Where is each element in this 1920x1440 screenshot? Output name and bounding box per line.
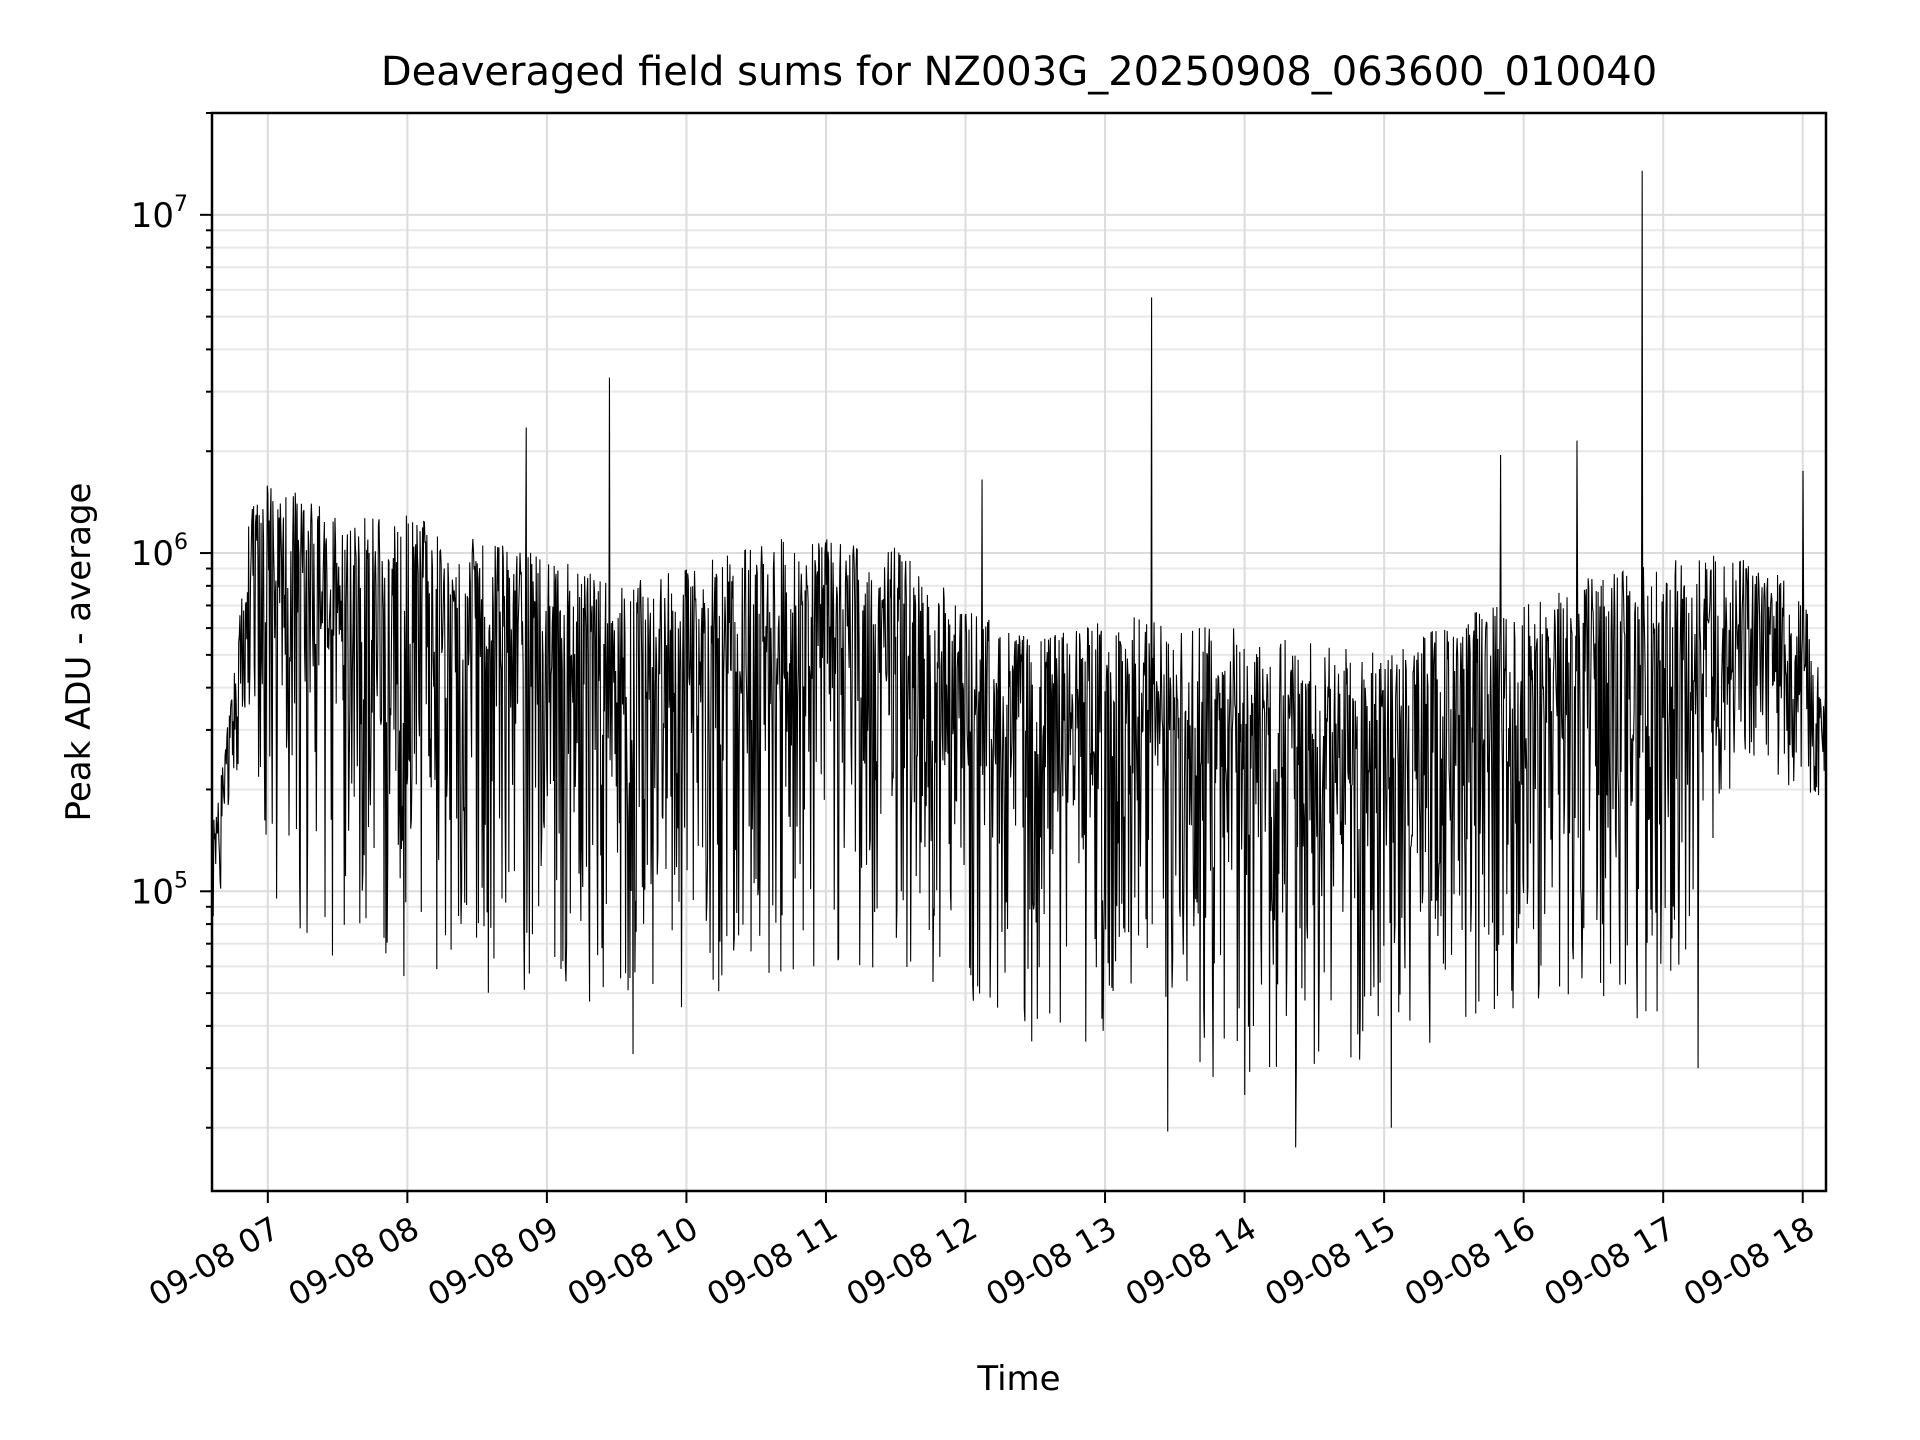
- x-tick-label: 09-08 08: [282, 1209, 426, 1314]
- x-tick-label: 09-08 11: [700, 1209, 844, 1314]
- y-tick-label: 107: [131, 192, 188, 236]
- x-tick-label: 09-08 14: [1119, 1209, 1263, 1314]
- x-tick-label: 09-08 07: [142, 1209, 286, 1314]
- x-tick-label: 09-08 17: [1538, 1209, 1682, 1314]
- chart-title: Deaveraged field sums for NZ003G_2025090…: [381, 49, 1657, 95]
- plot-frame: [210, 111, 1828, 1193]
- y-tick-label: 106: [131, 530, 188, 574]
- x-tick-label: 09-08 16: [1398, 1209, 1542, 1314]
- x-tick-label: 09-08 13: [979, 1209, 1123, 1314]
- series-line: [211, 170, 1827, 1148]
- x-tick-label: 09-08 12: [840, 1209, 984, 1314]
- y-tick-label: 105: [131, 868, 188, 912]
- x-tick-label: 09-08 15: [1259, 1209, 1403, 1314]
- series-group: [211, 170, 1827, 1148]
- x-tick-label: 09-08 10: [561, 1209, 705, 1314]
- x-tick-label: 09-08 18: [1677, 1209, 1821, 1314]
- x-axis-label: Time: [976, 1359, 1060, 1399]
- y-axis: 105 106 107: [131, 112, 212, 1129]
- x-tick-label: 09-08 09: [421, 1209, 565, 1314]
- y-axis-label: Peak ADU - average: [59, 483, 99, 822]
